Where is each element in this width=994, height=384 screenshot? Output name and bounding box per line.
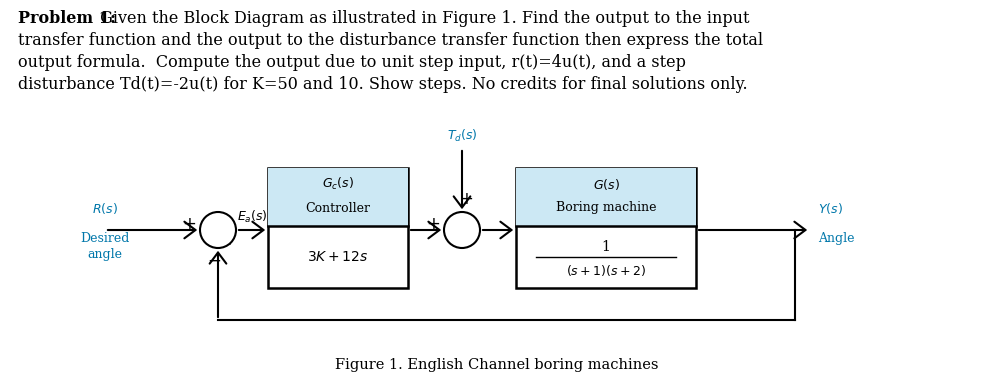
- Bar: [267, 168, 408, 226]
- Text: +: +: [182, 215, 196, 233]
- Text: Problem 1:: Problem 1:: [18, 10, 116, 27]
- Text: $E_a(s)$: $E_a(s)$: [237, 209, 267, 225]
- Text: Figure 1. English Channel boring machines: Figure 1. English Channel boring machine…: [335, 358, 658, 372]
- Text: angle: angle: [87, 248, 122, 261]
- Bar: [516, 168, 695, 226]
- Text: −: −: [207, 252, 221, 270]
- Text: $3K + 12s$: $3K + 12s$: [307, 250, 369, 264]
- Text: +: +: [458, 190, 472, 208]
- Text: Controller: Controller: [305, 202, 370, 215]
- Bar: [267, 168, 408, 288]
- Text: $G(s)$: $G(s)$: [592, 177, 619, 192]
- Text: output formula.  Compute the output due to unit step input, r(t)=4u(t), and a st: output formula. Compute the output due t…: [18, 54, 685, 71]
- Text: Angle: Angle: [817, 232, 854, 245]
- Text: transfer function and the output to the disturbance transfer function then expre: transfer function and the output to the …: [18, 32, 762, 49]
- Text: $(s+1)(s+2)$: $(s+1)(s+2)$: [566, 263, 645, 278]
- Text: $R(s)$: $R(s)$: [92, 201, 118, 216]
- Text: Desired: Desired: [81, 232, 129, 245]
- Text: Given the Block Diagram as illustrated in Figure 1. Find the output to the input: Given the Block Diagram as illustrated i…: [94, 10, 748, 27]
- Text: +: +: [425, 215, 439, 233]
- Text: $T_d(s)$: $T_d(s)$: [446, 128, 477, 144]
- Text: $Y(s)$: $Y(s)$: [817, 201, 842, 216]
- Text: $G_c(s)$: $G_c(s)$: [322, 176, 354, 192]
- Text: disturbance Td(t)=-2u(t) for K=50 and 10. Show steps. No credits for final solut: disturbance Td(t)=-2u(t) for K=50 and 10…: [18, 76, 746, 93]
- Circle shape: [200, 212, 236, 248]
- Bar: [516, 168, 695, 288]
- Circle shape: [443, 212, 479, 248]
- Text: 1: 1: [601, 240, 610, 254]
- Text: Boring machine: Boring machine: [556, 202, 656, 215]
